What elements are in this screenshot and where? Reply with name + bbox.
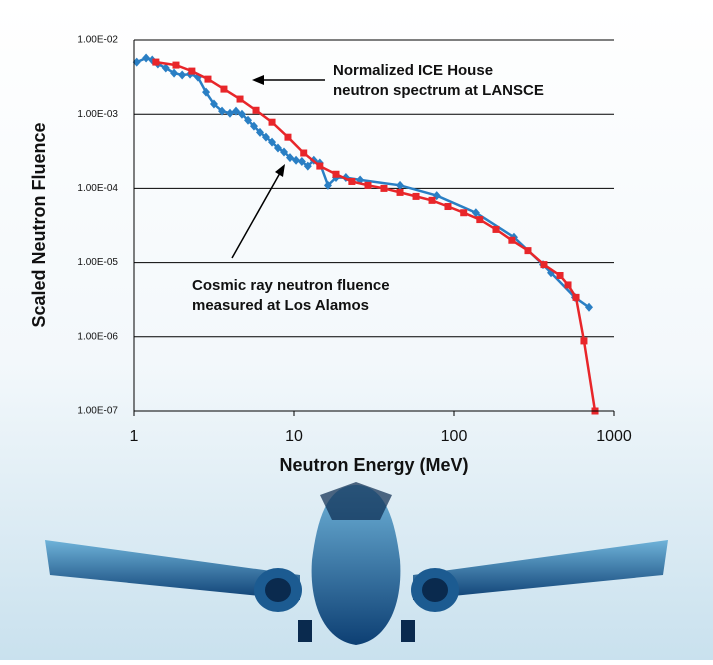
marker: [476, 216, 484, 224]
marker: [152, 58, 160, 66]
x-axis-title: Neutron Energy (MeV): [279, 455, 468, 475]
x-tick-label: 10: [285, 428, 303, 445]
annotation: Cosmic ray neutron fluence: [192, 277, 390, 294]
x-tick-label: 1: [130, 428, 139, 445]
marker: [585, 302, 594, 312]
y-tick-label: 1.00E-04: [77, 183, 118, 194]
marker: [572, 293, 580, 301]
annotation: neutron spectrum at LANSCE: [333, 82, 544, 99]
marker: [285, 153, 294, 163]
plot-area: 1.00E-07 1.00E-06 1.00E-05 1.00E-04 1.00E-03…: [77, 35, 631, 446]
marker: [170, 68, 179, 78]
marker: [580, 337, 588, 345]
marker: [380, 184, 388, 192]
airplane: [45, 482, 668, 645]
marker: [508, 236, 516, 244]
marker: [237, 109, 246, 119]
y-tick-label: 1.00E-03: [77, 109, 118, 120]
marker: [540, 261, 548, 269]
marker: [444, 203, 452, 211]
marker: [524, 247, 532, 255]
marker: [297, 157, 306, 167]
marker: [255, 127, 264, 137]
marker: [396, 188, 404, 196]
y-tick-label: 1.00E-07: [77, 406, 118, 417]
marker: [252, 106, 260, 114]
marker: [161, 63, 170, 73]
marker: [148, 55, 157, 65]
marker: [178, 70, 187, 80]
marker: [492, 225, 500, 233]
marker: [209, 99, 218, 109]
series-line: [136, 56, 590, 309]
marker: [204, 75, 212, 83]
marker: [172, 61, 180, 69]
marker: [142, 53, 151, 63]
marker: [220, 85, 228, 93]
marker: [236, 95, 244, 103]
marker: [428, 196, 436, 204]
marker: [188, 67, 196, 75]
annotation: Normalized ICE House: [333, 62, 493, 79]
x-tick-label: 1000: [596, 428, 632, 445]
marker: [244, 115, 253, 125]
marker: [460, 209, 468, 217]
marker: [225, 108, 234, 118]
x-tick-label: 100: [441, 428, 468, 445]
marker: [396, 180, 405, 190]
marker: [300, 149, 308, 157]
marker: [268, 118, 276, 126]
marker: [556, 272, 564, 280]
marker: [364, 181, 372, 189]
marker: [231, 106, 240, 116]
y-axis-title: Scaled Neutron Fluence: [29, 122, 49, 327]
marker: [284, 133, 292, 141]
marker: [471, 208, 480, 218]
marker: [292, 155, 301, 165]
marker: [332, 170, 340, 178]
marker: [564, 281, 572, 289]
annotation: measured at Los Alamos: [192, 297, 369, 314]
marker: [261, 132, 270, 142]
annotation-arrows: [231, 75, 325, 259]
marker: [303, 161, 312, 171]
marker: [218, 106, 227, 116]
y-tick-label: 1.00E-05: [77, 257, 118, 268]
marker: [280, 147, 289, 157]
marker: [348, 177, 356, 185]
marker: [202, 87, 211, 97]
marker: [268, 137, 277, 147]
marker: [316, 162, 324, 170]
marker: [249, 121, 258, 131]
y-tick-label: 1.00E-02: [77, 35, 118, 46]
marker: [412, 192, 420, 200]
marker: [273, 143, 282, 153]
y-tick-label: 1.00E-06: [77, 331, 118, 342]
marker: [132, 57, 141, 67]
marker: [323, 180, 332, 190]
